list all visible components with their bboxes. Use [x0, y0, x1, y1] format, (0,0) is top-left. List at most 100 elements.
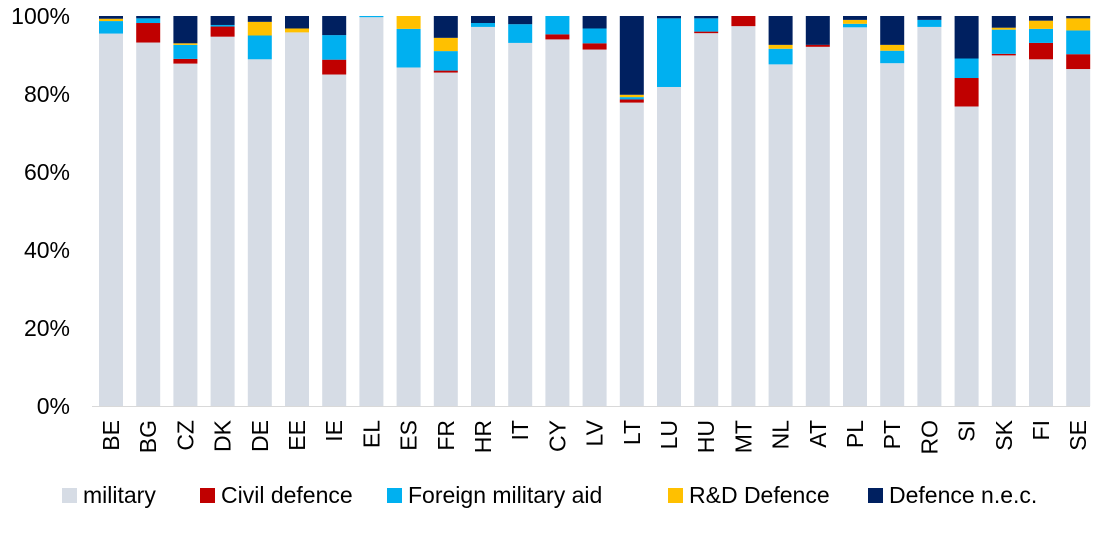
legend-item-defence-n-e-c: Defence n.e.c. — [868, 482, 1037, 508]
bar-segment-es-foreign-military-aid — [396, 28, 421, 68]
legend-item-civil-defence: Civil defence — [200, 482, 353, 508]
bar-segment-nl-r-d-defence — [768, 44, 793, 49]
bar-segment-es-military — [396, 67, 421, 406]
bar-segment-at-defence-n-e-c — [805, 16, 830, 45]
bar-segment-dk-military — [210, 36, 235, 407]
bar-segment-fi-r-d-defence — [1029, 20, 1053, 29]
bar-segment-si-civil-defence — [954, 78, 979, 107]
x-tick-label-nl: NL — [768, 420, 794, 450]
bar-segment-ee-defence-n-e-c — [285, 16, 309, 29]
bar-segment-de-military — [247, 59, 272, 406]
legend-swatch — [868, 488, 883, 503]
bar-segment-cy-foreign-military-aid — [545, 16, 570, 35]
legend-swatch — [62, 488, 77, 503]
legend-label: Civil defence — [221, 482, 353, 508]
x-tick-label-cy: CY — [544, 420, 570, 452]
bar-segment-dk-defence-n-e-c — [210, 16, 235, 25]
bar-segment-fi-foreign-military-aid — [1029, 28, 1053, 43]
bar-stack-pt — [880, 16, 905, 406]
bar-segment-at-civil-defence — [805, 44, 830, 47]
bar-segment-sk-civil-defence — [991, 53, 1016, 56]
bar-segment-hr-foreign-military-aid — [471, 23, 495, 27]
bar-segment-pl-military — [843, 27, 867, 407]
bar-stack-dk — [210, 16, 235, 407]
bar-segment-it-military — [508, 42, 533, 406]
bar-segment-si-military — [954, 106, 979, 406]
y-tick-label: 100% — [11, 3, 70, 29]
bar-stack-si — [954, 16, 979, 406]
bar-segment-nl-defence-n-e-c — [768, 16, 793, 45]
bar-stack-hu — [694, 16, 719, 406]
bar-segment-lt-foreign-military-aid — [619, 97, 644, 100]
bar-segment-ro-foreign-military-aid — [917, 19, 942, 27]
x-tick-label-ro: RO — [916, 420, 942, 455]
bar-segment-cz-military — [173, 63, 198, 406]
x-tick-label-de: DE — [247, 420, 273, 452]
bar-segment-it-defence-n-e-c — [508, 16, 533, 25]
bar-stack-ee — [285, 16, 309, 406]
x-tick-label-dk: DK — [210, 419, 236, 452]
bar-stack-el — [359, 16, 384, 406]
bar-segment-be-defence-n-e-c — [99, 16, 123, 19]
legend-swatch — [668, 488, 683, 503]
bar-segment-ie-civil-defence — [322, 59, 347, 75]
bar-segment-fi-military — [1029, 59, 1053, 406]
bar-segment-nl-foreign-military-aid — [768, 48, 793, 65]
bar-segment-se-civil-defence — [1066, 54, 1091, 70]
y-tick-label: 20% — [24, 315, 70, 341]
bar-segment-fi-civil-defence — [1029, 42, 1053, 60]
bar-stack-at — [805, 16, 830, 407]
x-tick-label-cz: CZ — [172, 420, 198, 451]
legend-label: Defence n.e.c. — [889, 482, 1037, 508]
x-tick-label-it: IT — [507, 420, 533, 440]
legend-swatch — [200, 488, 215, 503]
bar-segment-cz-civil-defence — [173, 58, 198, 64]
y-tick-label: 40% — [24, 237, 70, 263]
bar-segment-hu-military — [694, 33, 719, 406]
bar-stack-se — [1066, 16, 1091, 406]
bar-stack-ro — [917, 16, 942, 406]
bar-segment-pt-r-d-defence — [880, 44, 905, 51]
bar-segment-fr-r-d-defence — [433, 37, 458, 52]
bar-stack-it — [508, 16, 533, 406]
x-tick-label-lt: LT — [619, 420, 645, 445]
bar-segment-hu-defence-n-e-c — [694, 16, 719, 19]
bar-segment-fr-defence-n-e-c — [433, 16, 458, 38]
x-tick-label-fr: FR — [433, 420, 459, 451]
bar-stack-lv — [582, 16, 607, 406]
bars — [99, 16, 1091, 407]
x-tick-label-sk: SK — [991, 419, 1017, 450]
bar-segment-fr-military — [433, 72, 458, 407]
x-tick-label-pt: PT — [879, 420, 905, 449]
bar-segment-pt-foreign-military-aid — [880, 50, 905, 64]
x-tick-label-fi: FI — [1028, 420, 1054, 440]
bar-segment-lv-military — [582, 49, 607, 406]
x-tick-label-mt: MT — [730, 420, 756, 453]
bar-stack-hr — [471, 16, 495, 406]
bar-segment-hr-defence-n-e-c — [471, 16, 495, 24]
legend-item-military: military — [62, 482, 156, 508]
x-tick-label-se: SE — [1065, 420, 1091, 451]
bar-stack-de — [247, 16, 272, 406]
y-tick-label: 0% — [37, 393, 70, 419]
bar-segment-hr-military — [471, 26, 495, 406]
bar-stack-pl — [843, 16, 867, 407]
bar-segment-fr-civil-defence — [433, 70, 458, 73]
bar-stack-bg — [136, 16, 161, 407]
bar-segment-be-military — [99, 33, 123, 407]
bar-segment-mt-military — [731, 26, 756, 406]
bar-segment-dk-civil-defence — [210, 26, 235, 37]
bar-segment-ie-foreign-military-aid — [322, 35, 347, 60]
bar-segment-de-defence-n-e-c — [247, 16, 272, 22]
bar-segment-ie-defence-n-e-c — [322, 16, 347, 36]
bar-segment-se-military — [1066, 69, 1091, 406]
bar-stack-es — [396, 16, 421, 406]
bar-segment-cz-defence-n-e-c — [173, 16, 198, 44]
bar-segment-cz-foreign-military-aid — [173, 44, 198, 59]
x-tick-label-es: ES — [396, 420, 422, 451]
bar-segment-bg-foreign-military-aid — [136, 18, 161, 24]
bar-segment-sk-military — [991, 55, 1016, 406]
y-axis: 0% 20% 40% 60% 80% 100% — [11, 3, 70, 419]
